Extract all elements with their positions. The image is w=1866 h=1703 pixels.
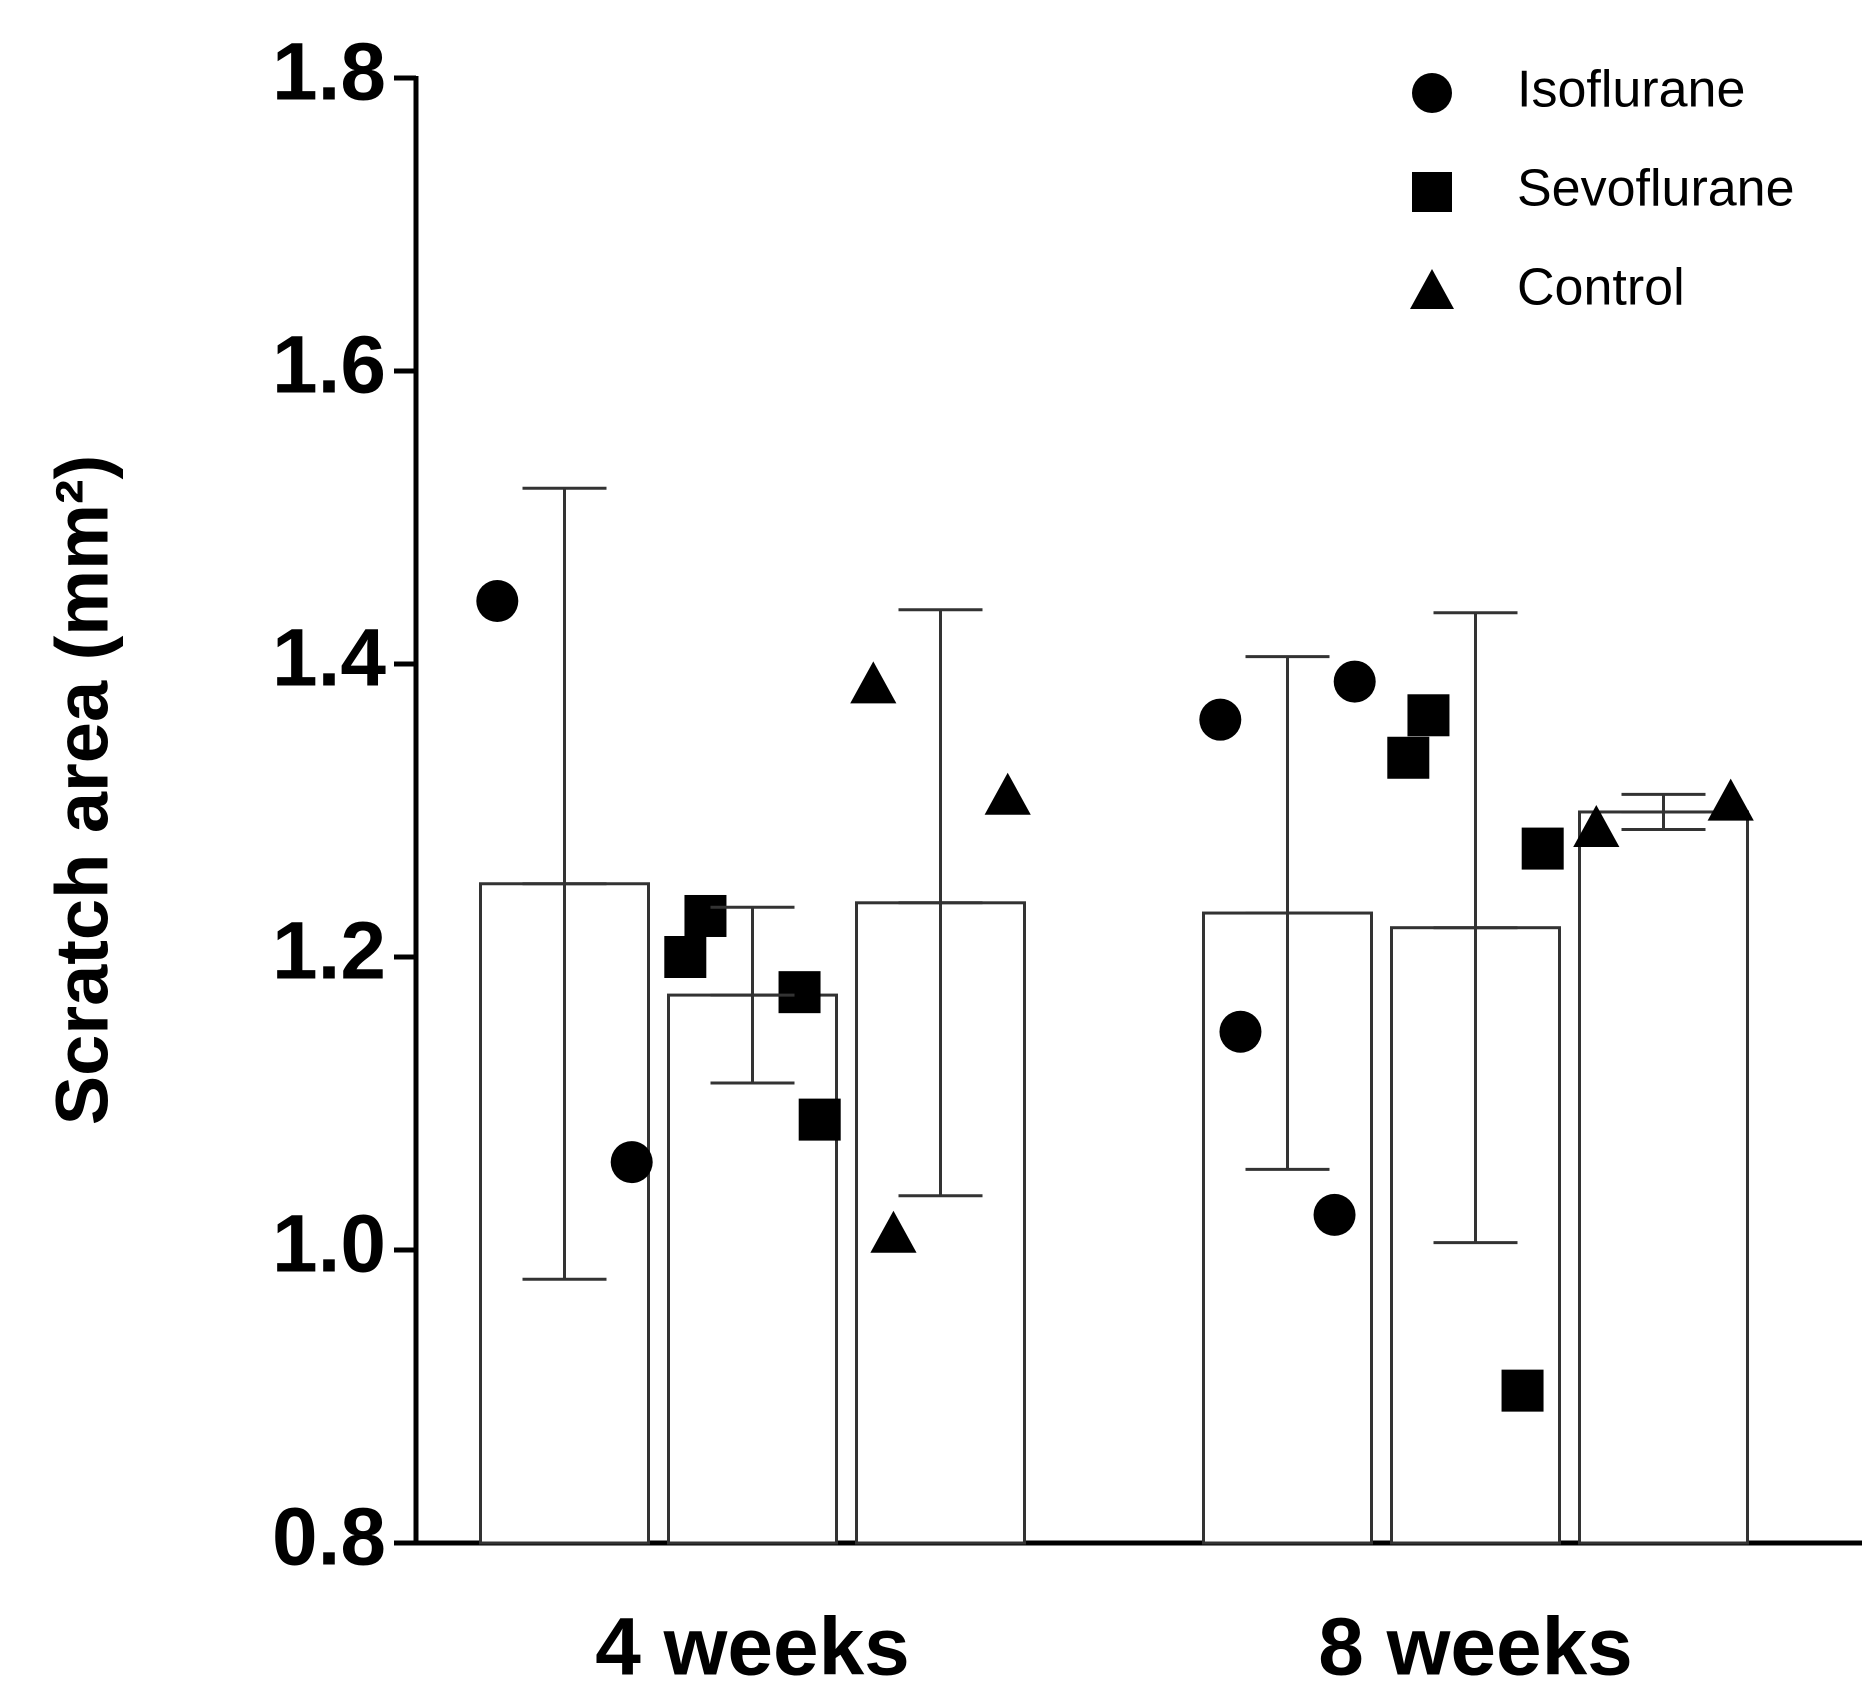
data-point	[664, 936, 707, 978]
bar	[1578, 810, 1749, 1545]
data-point	[1573, 804, 1620, 847]
y-axis-label: Scratch area (mm²)	[41, 455, 124, 1125]
data-point	[1387, 736, 1430, 779]
legend-marker	[1412, 73, 1452, 113]
data-point	[1219, 1010, 1262, 1053]
data-point	[850, 661, 897, 704]
data-point	[476, 580, 519, 623]
y-tick-label: 1.2	[272, 906, 386, 997]
data-point	[1521, 827, 1564, 870]
x-tick-label: 4 weeks	[595, 1602, 910, 1693]
data-point	[870, 1210, 917, 1253]
data-point	[1707, 778, 1754, 821]
data-point	[1407, 694, 1450, 737]
x-tick-label: 8 weeks	[1318, 1602, 1633, 1693]
legend-label: Isoflurane	[1517, 61, 1745, 119]
data-point	[1333, 660, 1376, 703]
data-point	[798, 1098, 841, 1141]
legend-marker	[1410, 269, 1454, 309]
data-point	[1199, 698, 1242, 741]
data-point	[684, 894, 727, 937]
y-tick-label: 1.8	[272, 27, 386, 118]
legend-label: Sevoflurane	[1517, 160, 1795, 218]
y-tick-label: 1.6	[272, 320, 386, 411]
legend-label: Control	[1517, 259, 1685, 317]
data-point	[1501, 1369, 1544, 1412]
y-tick-label: 0.8	[272, 1492, 386, 1583]
bar	[855, 901, 1026, 1545]
y-tick-label: 1.0	[272, 1199, 386, 1290]
legend-marker	[1412, 172, 1452, 212]
y-tick-label: 1.4	[272, 613, 386, 704]
data-point	[610, 1141, 653, 1184]
data-point	[984, 772, 1031, 815]
bar	[667, 993, 838, 1545]
data-point	[778, 971, 821, 1014]
data-point	[1313, 1193, 1356, 1236]
